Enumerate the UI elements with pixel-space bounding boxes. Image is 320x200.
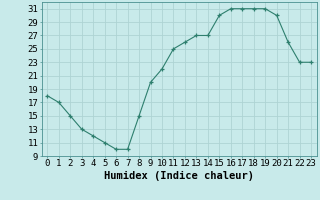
X-axis label: Humidex (Indice chaleur): Humidex (Indice chaleur)	[104, 171, 254, 181]
